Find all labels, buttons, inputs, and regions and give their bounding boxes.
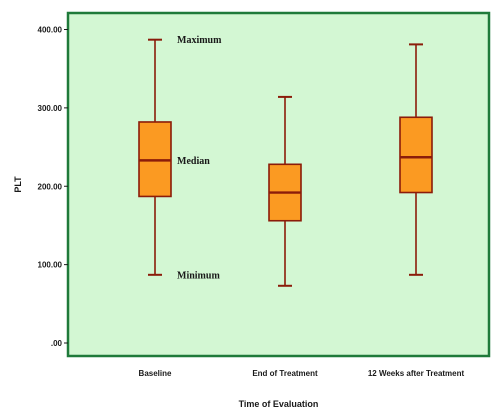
x-tick-label: 12 Weeks after Treatment [368,369,465,378]
box-series [138,38,433,287]
annotations: Maximum Median Minimum [177,35,222,281]
x-axis-title: Time of Evaluation [239,399,319,409]
y-tick-label: 200.00 [38,182,63,191]
box-0 [138,38,172,276]
y-tick-label: 100.00 [38,261,63,270]
annotation-maximum: Maximum [177,35,222,46]
y-axis: .00 100.00 200.00 300.00 400.00 [38,26,68,348]
annotation-median: Median [177,156,210,167]
annotation-minimum: Minimum [177,270,220,281]
y-axis-title: PLT [13,176,23,193]
y-tick-label: .00 [51,339,63,348]
y-tick-label: 300.00 [38,104,63,113]
iqr-box [399,116,433,194]
x-tick-label: End of Treatment [252,369,318,378]
box-1 [268,95,302,287]
y-tick-label: 400.00 [38,26,63,35]
box-2 [399,43,433,276]
x-axis: Baseline End of Treatment 12 Weeks after T… [139,369,465,378]
x-tick-label: Baseline [139,369,172,378]
